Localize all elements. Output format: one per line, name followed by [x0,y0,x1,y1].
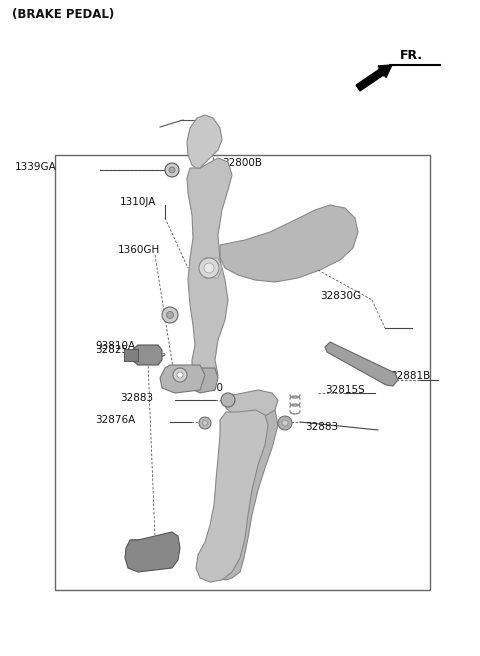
Polygon shape [225,390,278,418]
Polygon shape [130,345,162,365]
Text: 32825: 32825 [95,345,128,355]
Circle shape [173,368,187,382]
Circle shape [204,263,214,273]
Text: (BRAKE PEDAL): (BRAKE PEDAL) [12,8,114,21]
Circle shape [203,420,207,426]
Polygon shape [124,349,138,361]
Text: 93810A: 93810A [95,341,135,351]
Text: 1360GH: 1360GH [118,245,160,255]
Polygon shape [188,368,218,393]
Polygon shape [187,115,222,168]
Text: 1310JA: 1310JA [120,197,156,207]
Text: 32883: 32883 [120,393,153,403]
FancyArrow shape [356,65,392,91]
Polygon shape [220,205,358,282]
Text: 1339GA: 1339GA [15,162,57,172]
Circle shape [199,258,219,278]
Circle shape [165,163,179,177]
Circle shape [167,312,173,319]
Text: 32830G: 32830G [320,291,361,301]
Circle shape [169,167,175,173]
Circle shape [282,420,288,426]
Text: 32881B: 32881B [390,371,430,381]
Text: 32876A: 32876A [95,415,135,425]
Text: 32815S: 32815S [325,385,365,395]
Text: 32883: 32883 [305,422,338,432]
Polygon shape [187,158,232,390]
Polygon shape [125,532,180,572]
Polygon shape [325,342,398,386]
Polygon shape [218,410,278,580]
Circle shape [177,372,183,378]
Polygon shape [200,258,222,278]
Polygon shape [196,410,268,582]
Circle shape [221,393,235,407]
Text: FR.: FR. [400,49,423,62]
Polygon shape [160,365,205,393]
Circle shape [162,307,178,323]
Text: 32850: 32850 [190,383,223,393]
Bar [55,155,430,590]
Text: 32800B: 32800B [222,158,262,168]
Circle shape [199,417,211,429]
Circle shape [278,416,292,430]
